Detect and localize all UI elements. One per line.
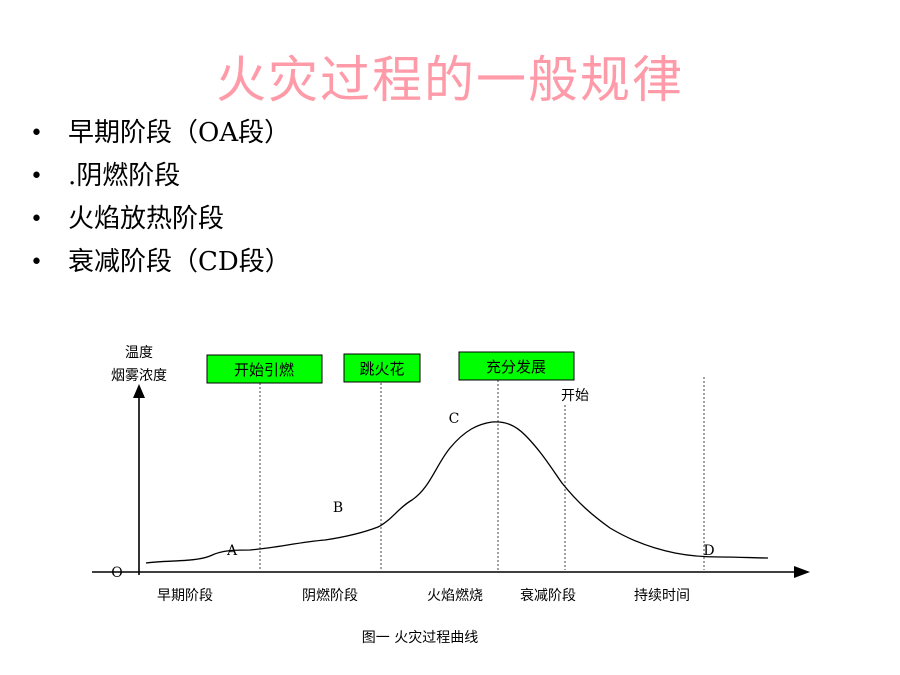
box-spark-label: 跳火花	[359, 360, 404, 378]
bullet-item: • 衰减阶段（CD段）	[30, 241, 291, 284]
bullet-marker: •	[30, 164, 43, 189]
origin-label: O	[111, 565, 122, 581]
y-axis-arrow	[133, 384, 145, 398]
point-c-label: C	[449, 411, 460, 427]
bullet-marker: •	[30, 121, 43, 146]
bullet-text: 早期阶段（OA段）	[68, 118, 291, 148]
bullet-marker: •	[30, 207, 43, 232]
box-full-development-label: 充分发展	[486, 358, 546, 376]
stage-label-duration: 持续时间	[634, 587, 690, 604]
box-full-development	[458, 351, 575, 381]
decay-start-label: 开始	[561, 388, 589, 404]
point-d-label: D	[703, 543, 714, 559]
bullet-item: • .阴燃阶段	[30, 155, 291, 198]
y-axis-label-smoke: 烟雾浓度	[111, 368, 167, 384]
bullet-text: .阴燃阶段	[68, 161, 181, 191]
point-a-label: A	[226, 543, 238, 559]
bullet-text: 火焰放热阶段	[68, 204, 225, 234]
point-b-label: B	[333, 500, 343, 516]
stage-label-flaming: 火焰燃烧	[427, 587, 483, 604]
bullet-marker: •	[30, 250, 43, 275]
box-ignition-label: 开始引燃	[234, 361, 294, 379]
fire-process-curve	[145, 421, 769, 564]
x-axis-arrow	[794, 566, 810, 578]
stage-label-decay: 衰减阶段	[520, 587, 576, 604]
box-ignition	[206, 354, 323, 384]
slide-title: 火灾过程的一般规律	[216, 51, 684, 109]
figure-caption: 图一 火灾过程曲线	[362, 629, 478, 646]
bullet-list: • 早期阶段（OA段） • .阴燃阶段 • 火焰放热阶段 • 衰减阶段（CD段）	[30, 112, 291, 284]
bullet-item: • 火焰放热阶段	[30, 198, 291, 241]
bullet-text: 衰减阶段（CD段）	[68, 247, 291, 277]
stage-label-smoldering: 阴燃阶段	[302, 587, 358, 604]
y-axis-label-temperature: 温度	[125, 345, 153, 361]
bullet-item: • 早期阶段（OA段）	[30, 112, 291, 155]
box-spark	[343, 353, 421, 383]
stage-label-early: 早期阶段	[157, 588, 213, 604]
